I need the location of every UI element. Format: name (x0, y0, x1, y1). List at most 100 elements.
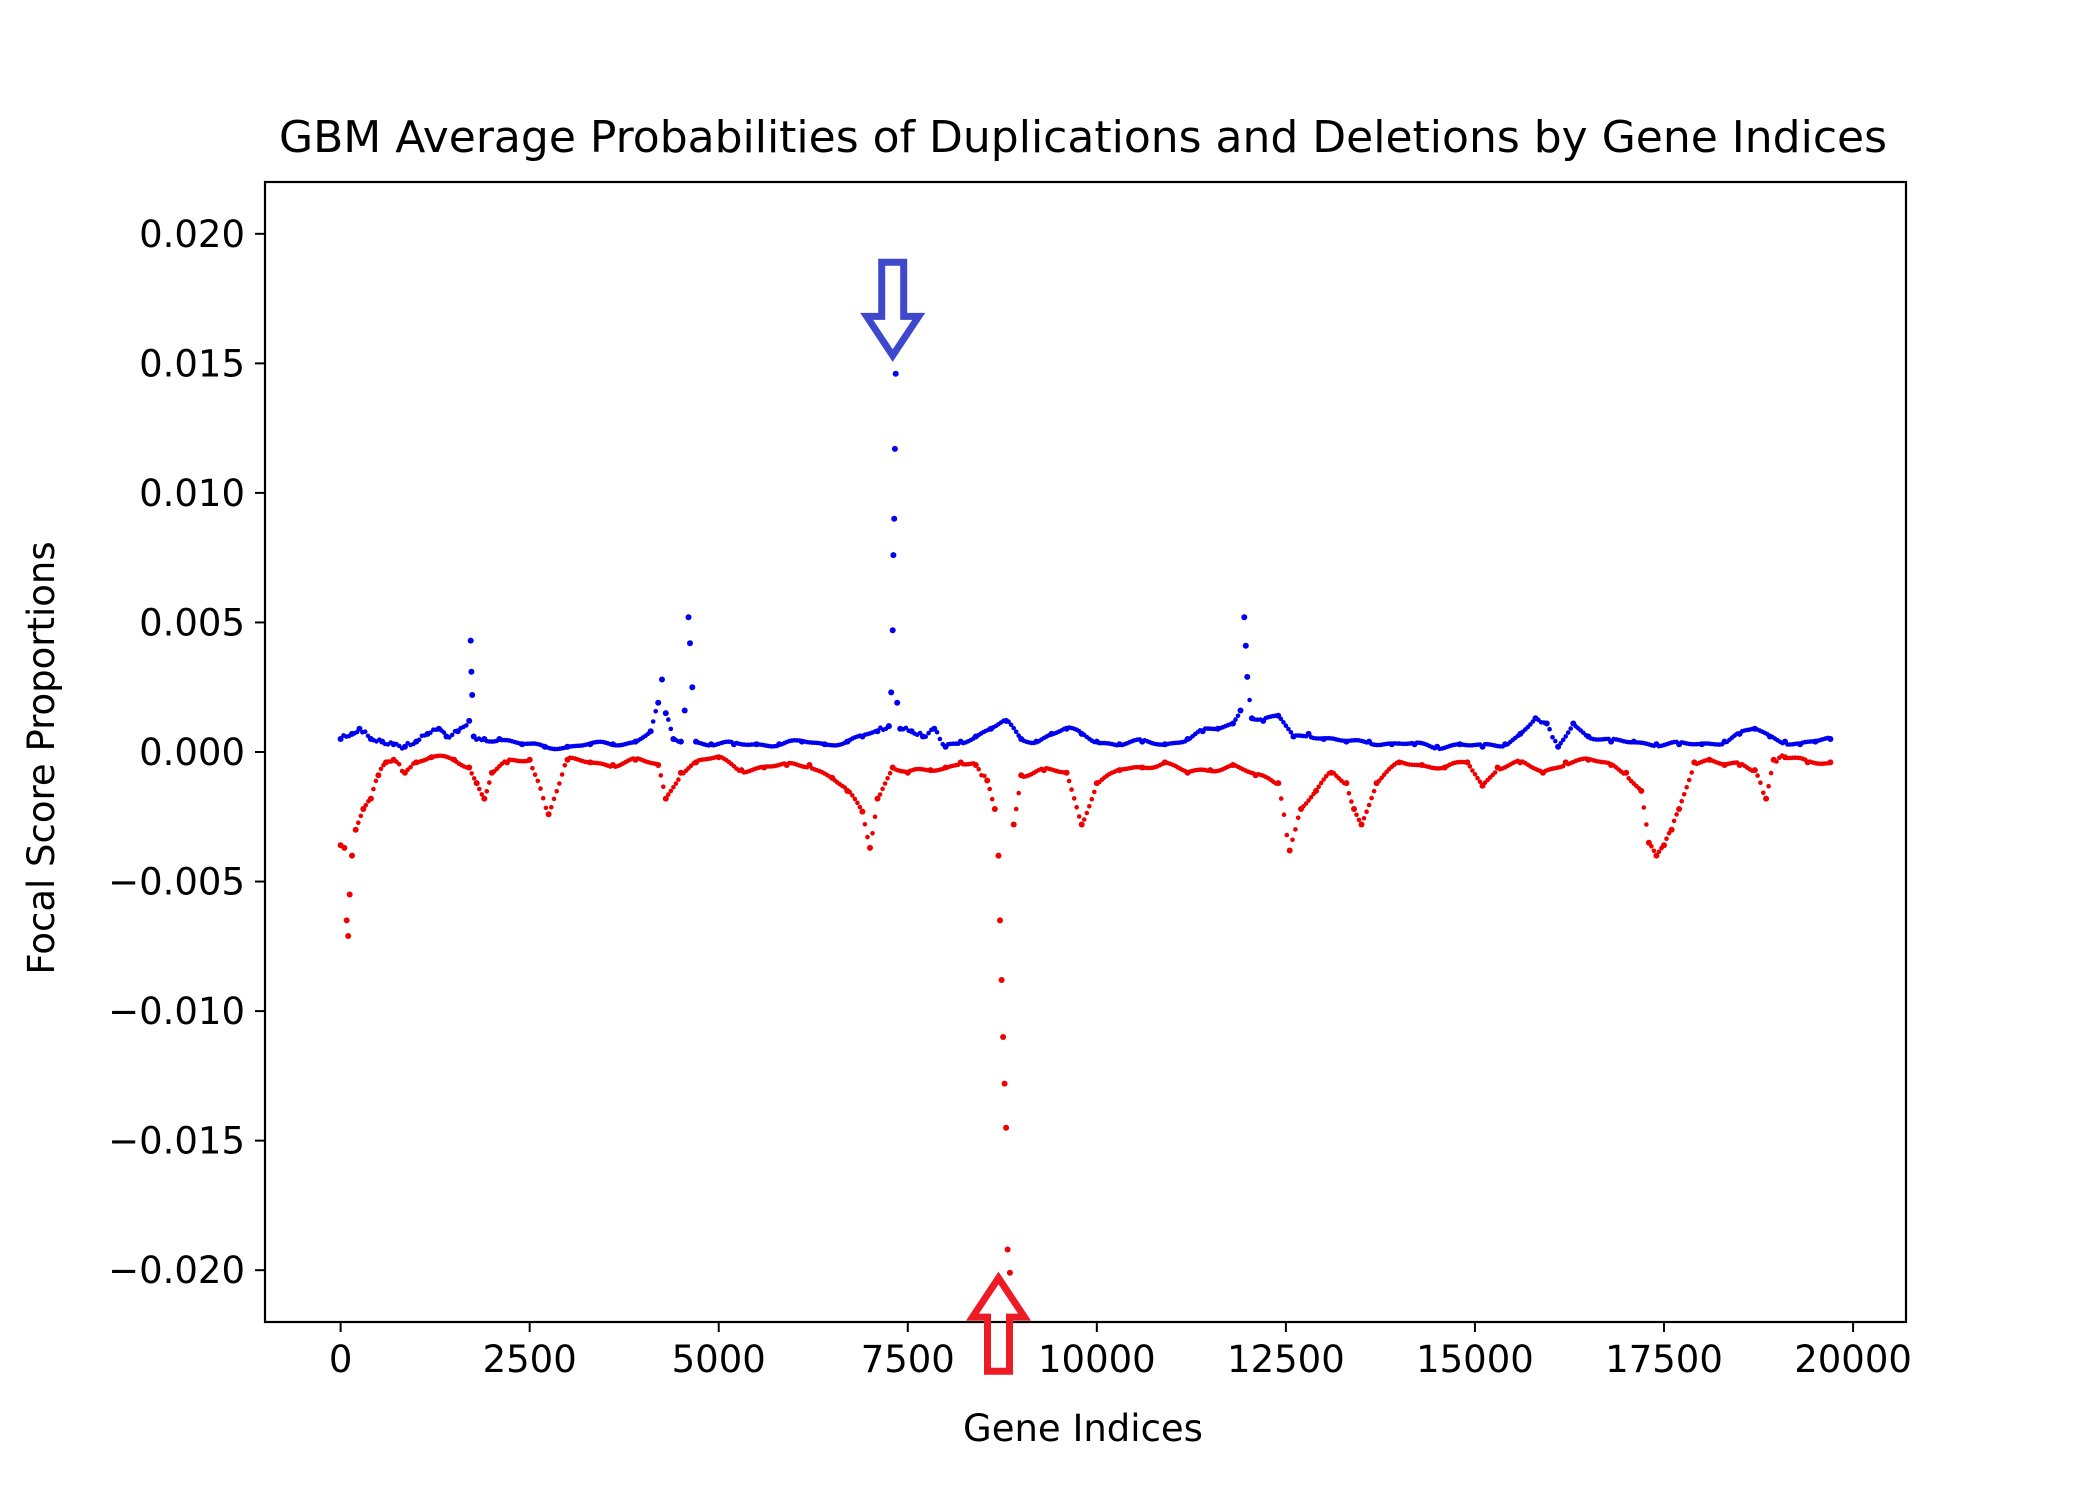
series-dot (880, 786, 885, 792)
arrow-down-annotation (860, 258, 926, 362)
series-dot (1560, 737, 1566, 743)
series-dot (1681, 792, 1687, 797)
series-dot (479, 792, 485, 797)
data-point (677, 738, 684, 745)
series-dot (378, 766, 384, 772)
series-dot (1306, 798, 1311, 803)
series-dot (852, 796, 858, 802)
data-point (1668, 826, 1675, 833)
data-point (1763, 795, 1770, 802)
data-point (1286, 847, 1293, 854)
data-point (1645, 839, 1652, 846)
series-dot (1074, 805, 1079, 810)
series-dot (882, 781, 888, 786)
series-dot (1369, 795, 1374, 801)
data-point (1661, 842, 1667, 849)
series-dot (1475, 775, 1480, 781)
series-dot (1318, 780, 1324, 786)
data-point (859, 808, 866, 815)
series-dot (1470, 768, 1475, 773)
series-dot (1766, 783, 1771, 789)
series-1 (337, 370, 1834, 752)
data-point (1006, 1269, 1013, 1276)
series-dot (1547, 726, 1552, 732)
data-point (984, 777, 991, 784)
series-dot (1349, 799, 1354, 804)
series-dot (441, 730, 447, 735)
series-dot (1641, 805, 1647, 810)
data-point (659, 676, 665, 683)
data-point (345, 933, 352, 939)
series-dot (872, 814, 878, 820)
series-dot (1284, 832, 1290, 838)
series-dot (982, 773, 987, 779)
series-dot (562, 763, 568, 768)
data-point (1343, 780, 1350, 787)
data-point (360, 806, 367, 812)
data-point (655, 699, 662, 706)
data-point (1358, 821, 1365, 828)
y-tick-label: 0.000 (139, 731, 245, 774)
series-dot (396, 761, 402, 767)
data-point (545, 811, 552, 818)
data-point (874, 795, 881, 802)
series-dot (1247, 697, 1252, 703)
series-dot (1644, 822, 1649, 827)
x-tick-label: 5000 (672, 1338, 766, 1381)
series-dot (1364, 809, 1369, 814)
y-tick-label: −0.020 (108, 1249, 245, 1292)
data-point (1653, 852, 1660, 859)
series-dot (1671, 818, 1677, 824)
data-point (343, 917, 350, 924)
series-dot (362, 729, 368, 734)
series-dot (1016, 790, 1021, 796)
series-dot (1568, 726, 1573, 731)
series-dot (937, 736, 943, 742)
series-dot (1656, 849, 1662, 855)
series-dot (363, 802, 369, 808)
series-dot (1071, 796, 1077, 801)
data-point (1313, 787, 1320, 794)
series-dot (1308, 795, 1314, 800)
series-dot (1278, 716, 1284, 722)
series-dot (532, 772, 538, 777)
data-point (337, 736, 344, 742)
series-dot (847, 789, 853, 795)
data-point (647, 728, 654, 735)
series-dot (1354, 812, 1359, 818)
data-point (1242, 642, 1249, 649)
y-tick-label: −0.010 (108, 990, 245, 1033)
data-point (1543, 720, 1550, 727)
data-point (890, 552, 897, 559)
series-2 (337, 753, 1834, 1276)
series-dot (862, 822, 868, 827)
series-dot (1361, 816, 1367, 821)
series-dot (358, 813, 364, 819)
x-tick-label: 2500 (483, 1338, 577, 1381)
data-point (473, 780, 480, 787)
series-dot (1371, 788, 1377, 794)
series-dot (371, 786, 376, 792)
series-dot (885, 776, 890, 781)
y-tick-label: 0.015 (139, 342, 245, 385)
series-dot (449, 732, 455, 738)
x-tick-label: 20000 (1794, 1338, 1912, 1381)
series-dot (1346, 791, 1352, 796)
x-tick-label: 7500 (861, 1338, 955, 1381)
series-dot (1477, 779, 1483, 785)
data-point (891, 515, 898, 522)
series-dot (1286, 726, 1291, 732)
series-dot (1281, 812, 1287, 817)
series-dot (870, 831, 875, 836)
series-dot (543, 805, 549, 811)
series-dot (1066, 778, 1072, 784)
series-dot (1089, 796, 1095, 802)
series-dot (673, 781, 679, 786)
series-dot (1283, 723, 1289, 728)
series-dot (887, 770, 893, 776)
data-point (1275, 780, 1282, 787)
series-dot (1467, 764, 1473, 769)
x-tick-label: 15000 (1416, 1338, 1534, 1381)
series-dot (865, 834, 870, 840)
series-dot (1087, 804, 1092, 809)
